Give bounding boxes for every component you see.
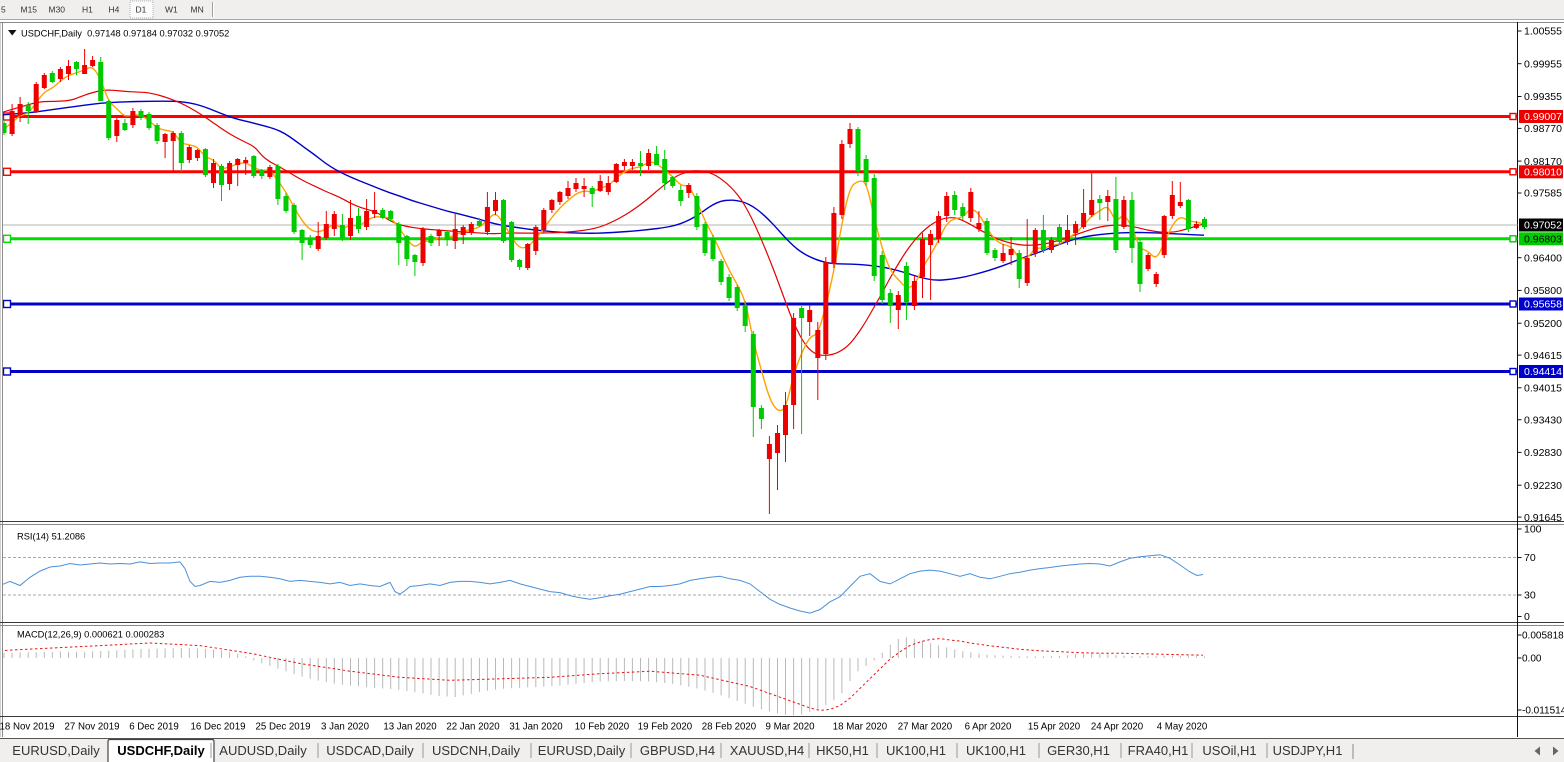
svg-text:H4: H4: [109, 5, 120, 15]
svg-text:FRA40,H1: FRA40,H1: [1128, 743, 1189, 758]
svg-text:0.95800: 0.95800: [1524, 285, 1562, 297]
svg-text:M30: M30: [49, 5, 66, 15]
svg-text:M15: M15: [21, 5, 38, 15]
svg-text:0.94414: 0.94414: [1524, 366, 1562, 378]
svg-text:24 Apr 2020: 24 Apr 2020: [1091, 722, 1144, 733]
svg-text:H1: H1: [82, 5, 93, 15]
svg-text:0.98770: 0.98770: [1524, 123, 1562, 135]
svg-text:MACD(12,26,9) 0.000621 0.00028: MACD(12,26,9) 0.000621 0.000283: [17, 630, 164, 640]
svg-text:0.92230: 0.92230: [1524, 480, 1562, 492]
svg-text:6 Apr 2020: 6 Apr 2020: [965, 722, 1012, 733]
svg-text:USDCHF,Daily 0.97148 0.97184: USDCHF,Daily 0.97148 0.97184 0.97032 0.9…: [21, 29, 229, 39]
svg-text:0.94615: 0.94615: [1524, 350, 1562, 362]
svg-text:13 Jan 2020: 13 Jan 2020: [383, 722, 437, 733]
svg-text:GER30,H1: GER30,H1: [1047, 743, 1110, 758]
svg-text:0.97585: 0.97585: [1524, 188, 1562, 200]
svg-text:0.94015: 0.94015: [1524, 383, 1562, 395]
svg-text:28 Feb 2020: 28 Feb 2020: [702, 722, 757, 733]
svg-text:-0.011514: -0.011514: [1522, 706, 1564, 717]
svg-text:10 Feb 2020: 10 Feb 2020: [575, 722, 630, 733]
svg-text:0.96400: 0.96400: [1524, 252, 1562, 264]
svg-text:MN: MN: [191, 5, 204, 15]
svg-text:0.91645: 0.91645: [1524, 512, 1562, 524]
svg-text:0.99355: 0.99355: [1524, 91, 1562, 103]
svg-text:UK100,H1: UK100,H1: [886, 743, 946, 758]
svg-text:0.99955: 0.99955: [1524, 58, 1562, 70]
svg-text:UK100,H1: UK100,H1: [966, 743, 1026, 758]
svg-text:USOil,H1: USOil,H1: [1202, 743, 1256, 758]
svg-text:5: 5: [1, 5, 6, 15]
svg-text:15 Apr 2020: 15 Apr 2020: [1028, 722, 1081, 733]
svg-text:25 Dec 2019: 25 Dec 2019: [256, 722, 311, 733]
svg-text:3 Jan 2020: 3 Jan 2020: [321, 722, 370, 733]
svg-text:W1: W1: [165, 5, 178, 15]
svg-text:USDCAD,Daily: USDCAD,Daily: [326, 743, 414, 758]
svg-text:XAUUSD,H4: XAUUSD,H4: [730, 743, 804, 758]
svg-text:19 Feb 2020: 19 Feb 2020: [638, 722, 693, 733]
svg-text:D1: D1: [136, 5, 147, 15]
svg-text:0.00: 0.00: [1522, 654, 1542, 665]
svg-text:0.95200: 0.95200: [1524, 318, 1562, 330]
svg-text:18 Mar 2020: 18 Mar 2020: [833, 722, 888, 733]
svg-text:27 Mar 2020: 27 Mar 2020: [898, 722, 953, 733]
svg-text:22 Jan 2020: 22 Jan 2020: [446, 722, 500, 733]
svg-text:70: 70: [1524, 552, 1536, 564]
svg-text:1.00555: 1.00555: [1524, 26, 1562, 38]
svg-text:0: 0: [1524, 611, 1530, 623]
svg-text:30: 30: [1524, 590, 1536, 602]
svg-text:RSI(14) 51.2086: RSI(14) 51.2086: [17, 532, 85, 542]
svg-text:0.99007: 0.99007: [1524, 111, 1562, 123]
svg-text:6 Dec 2019: 6 Dec 2019: [129, 722, 179, 733]
svg-text:9 Mar 2020: 9 Mar 2020: [765, 722, 815, 733]
svg-text:0.98010: 0.98010: [1524, 167, 1562, 179]
svg-text:16 Dec 2019: 16 Dec 2019: [191, 722, 246, 733]
svg-text:31 Jan 2020: 31 Jan 2020: [509, 722, 563, 733]
svg-text:0.92830: 0.92830: [1524, 447, 1562, 459]
svg-text:GBPUSD,H4: GBPUSD,H4: [640, 743, 715, 758]
svg-text:0.98170: 0.98170: [1524, 156, 1562, 168]
svg-text:0.97052: 0.97052: [1524, 220, 1562, 232]
svg-text:USDCNH,Daily: USDCNH,Daily: [432, 743, 521, 758]
svg-text:0.96803: 0.96803: [1524, 234, 1562, 246]
svg-text:100: 100: [1524, 524, 1542, 536]
svg-text:0.93430: 0.93430: [1524, 414, 1562, 426]
svg-text:HK50,H1: HK50,H1: [816, 743, 869, 758]
svg-text:27 Nov 2019: 27 Nov 2019: [65, 722, 120, 733]
svg-text:0.95658: 0.95658: [1524, 299, 1562, 311]
svg-text:18 Nov 2019: 18 Nov 2019: [0, 722, 54, 733]
svg-text:USDJPY,H1: USDJPY,H1: [1273, 743, 1343, 758]
svg-text:0.005818: 0.005818: [1522, 631, 1564, 642]
svg-text:USDCHF,Daily: USDCHF,Daily: [117, 743, 205, 758]
svg-text:EURUSD,Daily: EURUSD,Daily: [538, 743, 626, 758]
svg-text:AUDUSD,Daily: AUDUSD,Daily: [219, 743, 307, 758]
svg-text:4 May 2020: 4 May 2020: [1157, 722, 1208, 733]
svg-text:EURUSD,Daily: EURUSD,Daily: [12, 743, 100, 758]
